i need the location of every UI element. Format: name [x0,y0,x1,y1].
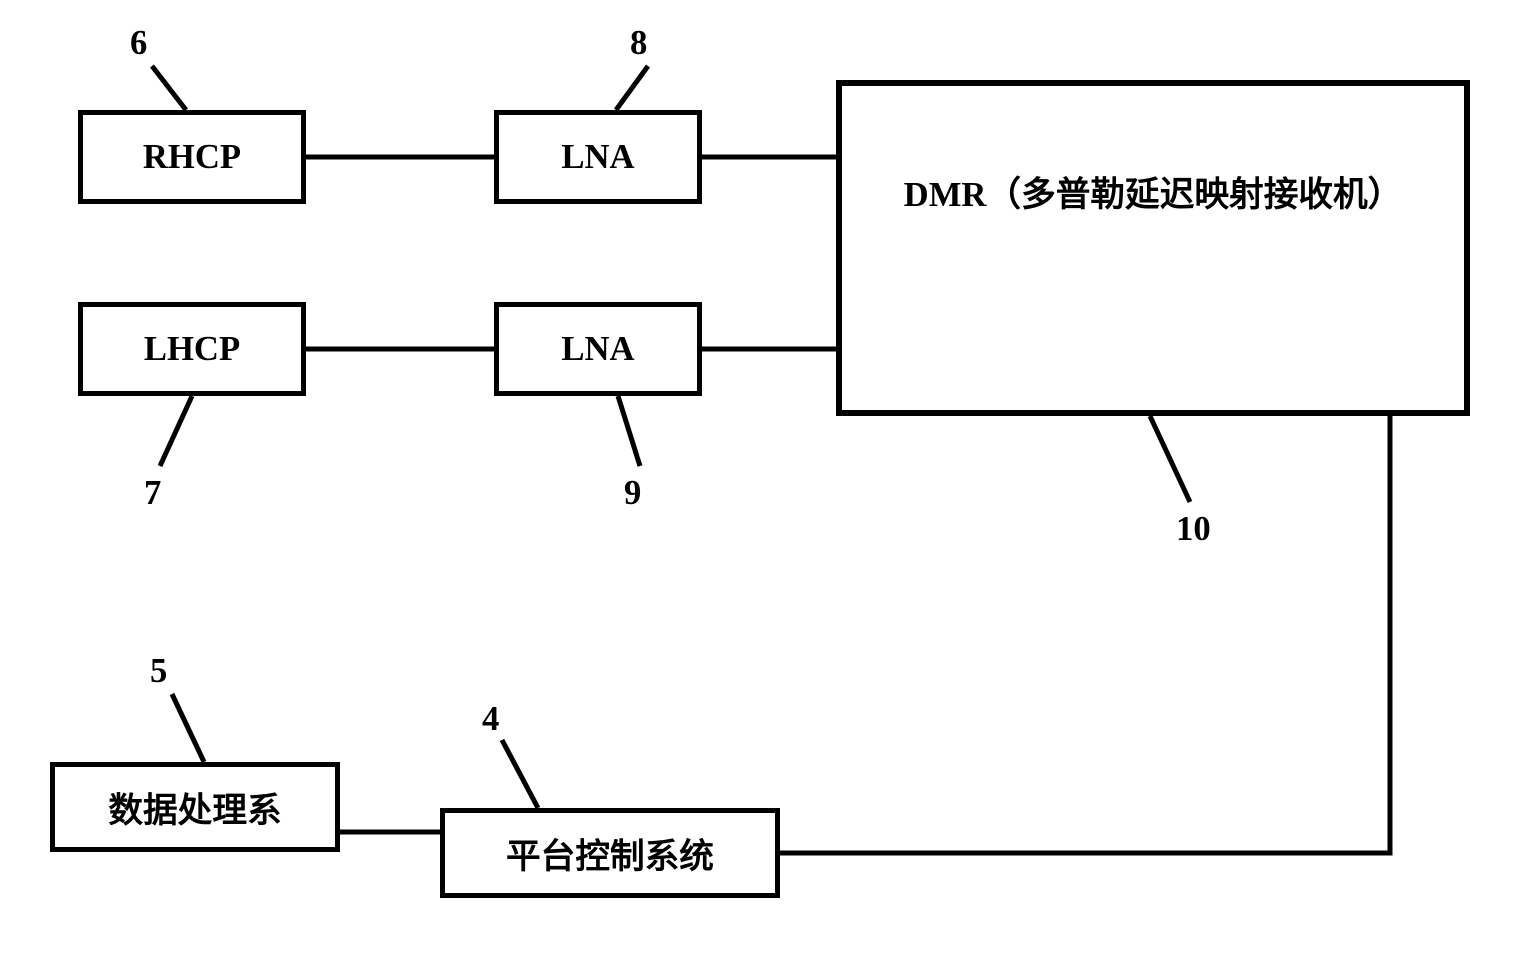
callout-number-5: 5 [150,652,167,691]
block-lna-top-label: LNA [561,138,634,177]
callout-number-7: 7 [144,474,161,513]
block-lhcp: LHCP [78,302,306,396]
callout-number-8: 8 [630,24,647,63]
block-platform-control: 平台控制系统 [440,808,780,898]
block-lna-top: LNA [494,110,702,204]
block-rhcp-label: RHCP [143,138,241,177]
block-rhcp: RHCP [78,110,306,204]
block-lna-bottom-label: LNA [561,330,634,369]
diagram-canvas: RHCP LHCP LNA LNA DMR（多普勒延迟映射接收机） 数据处理系 … [0,0,1526,953]
block-dmr-label: DMR（多普勒延迟映射接收机） [904,166,1403,216]
block-lhcp-label: LHCP [144,330,240,369]
block-data-processing-label: 数据处理系 [108,782,281,832]
callout-number-9: 9 [624,474,641,513]
callout-number-6: 6 [130,24,147,63]
block-data-processing: 数据处理系 [50,762,340,852]
block-dmr: DMR（多普勒延迟映射接收机） [836,80,1470,416]
callout-number-10: 10 [1176,510,1211,549]
block-platform-control-label: 平台控制系统 [506,828,714,878]
block-lna-bottom: LNA [494,302,702,396]
callout-number-4: 4 [482,700,499,739]
